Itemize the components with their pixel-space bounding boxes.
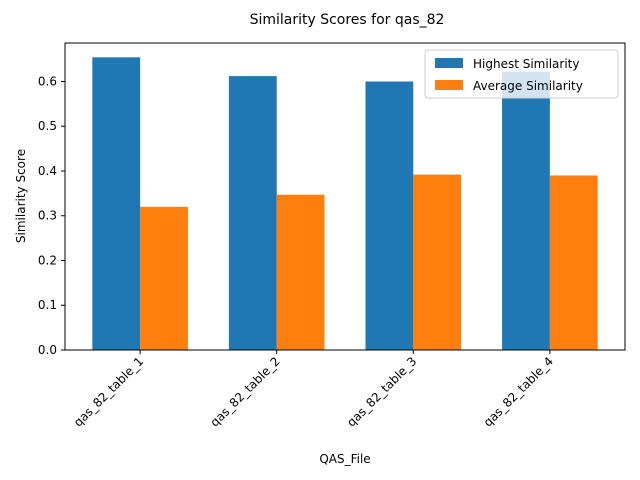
- x-tick-label: qas_82_table_3: [344, 354, 419, 429]
- y-tick-label: 0.1: [38, 298, 57, 312]
- legend-box: [424, 49, 619, 99]
- plot-frame: [64, 42, 626, 351]
- y-tick-label: 0.4: [38, 164, 57, 178]
- bar-highest-1: [92, 57, 141, 350]
- y-tick-label: 0.5: [38, 119, 57, 133]
- y-tick-label: 0.0: [38, 343, 57, 357]
- y-axis: 0.0 0.1 0.2 0.3 0.4 0.5 0.6: [38, 74, 65, 357]
- y-tick-label: 0.6: [38, 74, 57, 88]
- legend-swatch: [435, 80, 463, 90]
- bar-average-2: [276, 194, 325, 350]
- bar-average-1: [140, 206, 188, 350]
- x-tick-label: qas_82_table_4: [481, 354, 556, 429]
- x-axis: qas_82_table_1 qas_82_table_2 qas_82_table…: [71, 350, 556, 430]
- x-axis-title: QAS_File: [319, 452, 370, 466]
- legend-swatch: [435, 58, 463, 68]
- chart-title: Similarity Scores for qas_82: [250, 12, 445, 28]
- x-tick-label: qas_82_table_1: [71, 354, 146, 429]
- y-tick-label: 0.2: [38, 253, 57, 267]
- y-tick-label: 0.3: [38, 209, 57, 223]
- legend-label: Highest Similarity: [473, 57, 579, 71]
- legend: Highest Similarity Average Similarity: [424, 49, 619, 99]
- bar-average-3: [413, 174, 462, 350]
- y-axis-title: Similarity Score: [14, 149, 28, 243]
- bar-average-4: [549, 175, 598, 350]
- bar-highest-2: [228, 76, 277, 351]
- bars-group: [92, 57, 598, 351]
- bar-highest-3: [365, 81, 414, 350]
- bar-highest-4: [502, 71, 550, 350]
- x-tick-label: qas_82_table_2: [207, 354, 282, 429]
- legend-label: Average Similarity: [473, 79, 583, 93]
